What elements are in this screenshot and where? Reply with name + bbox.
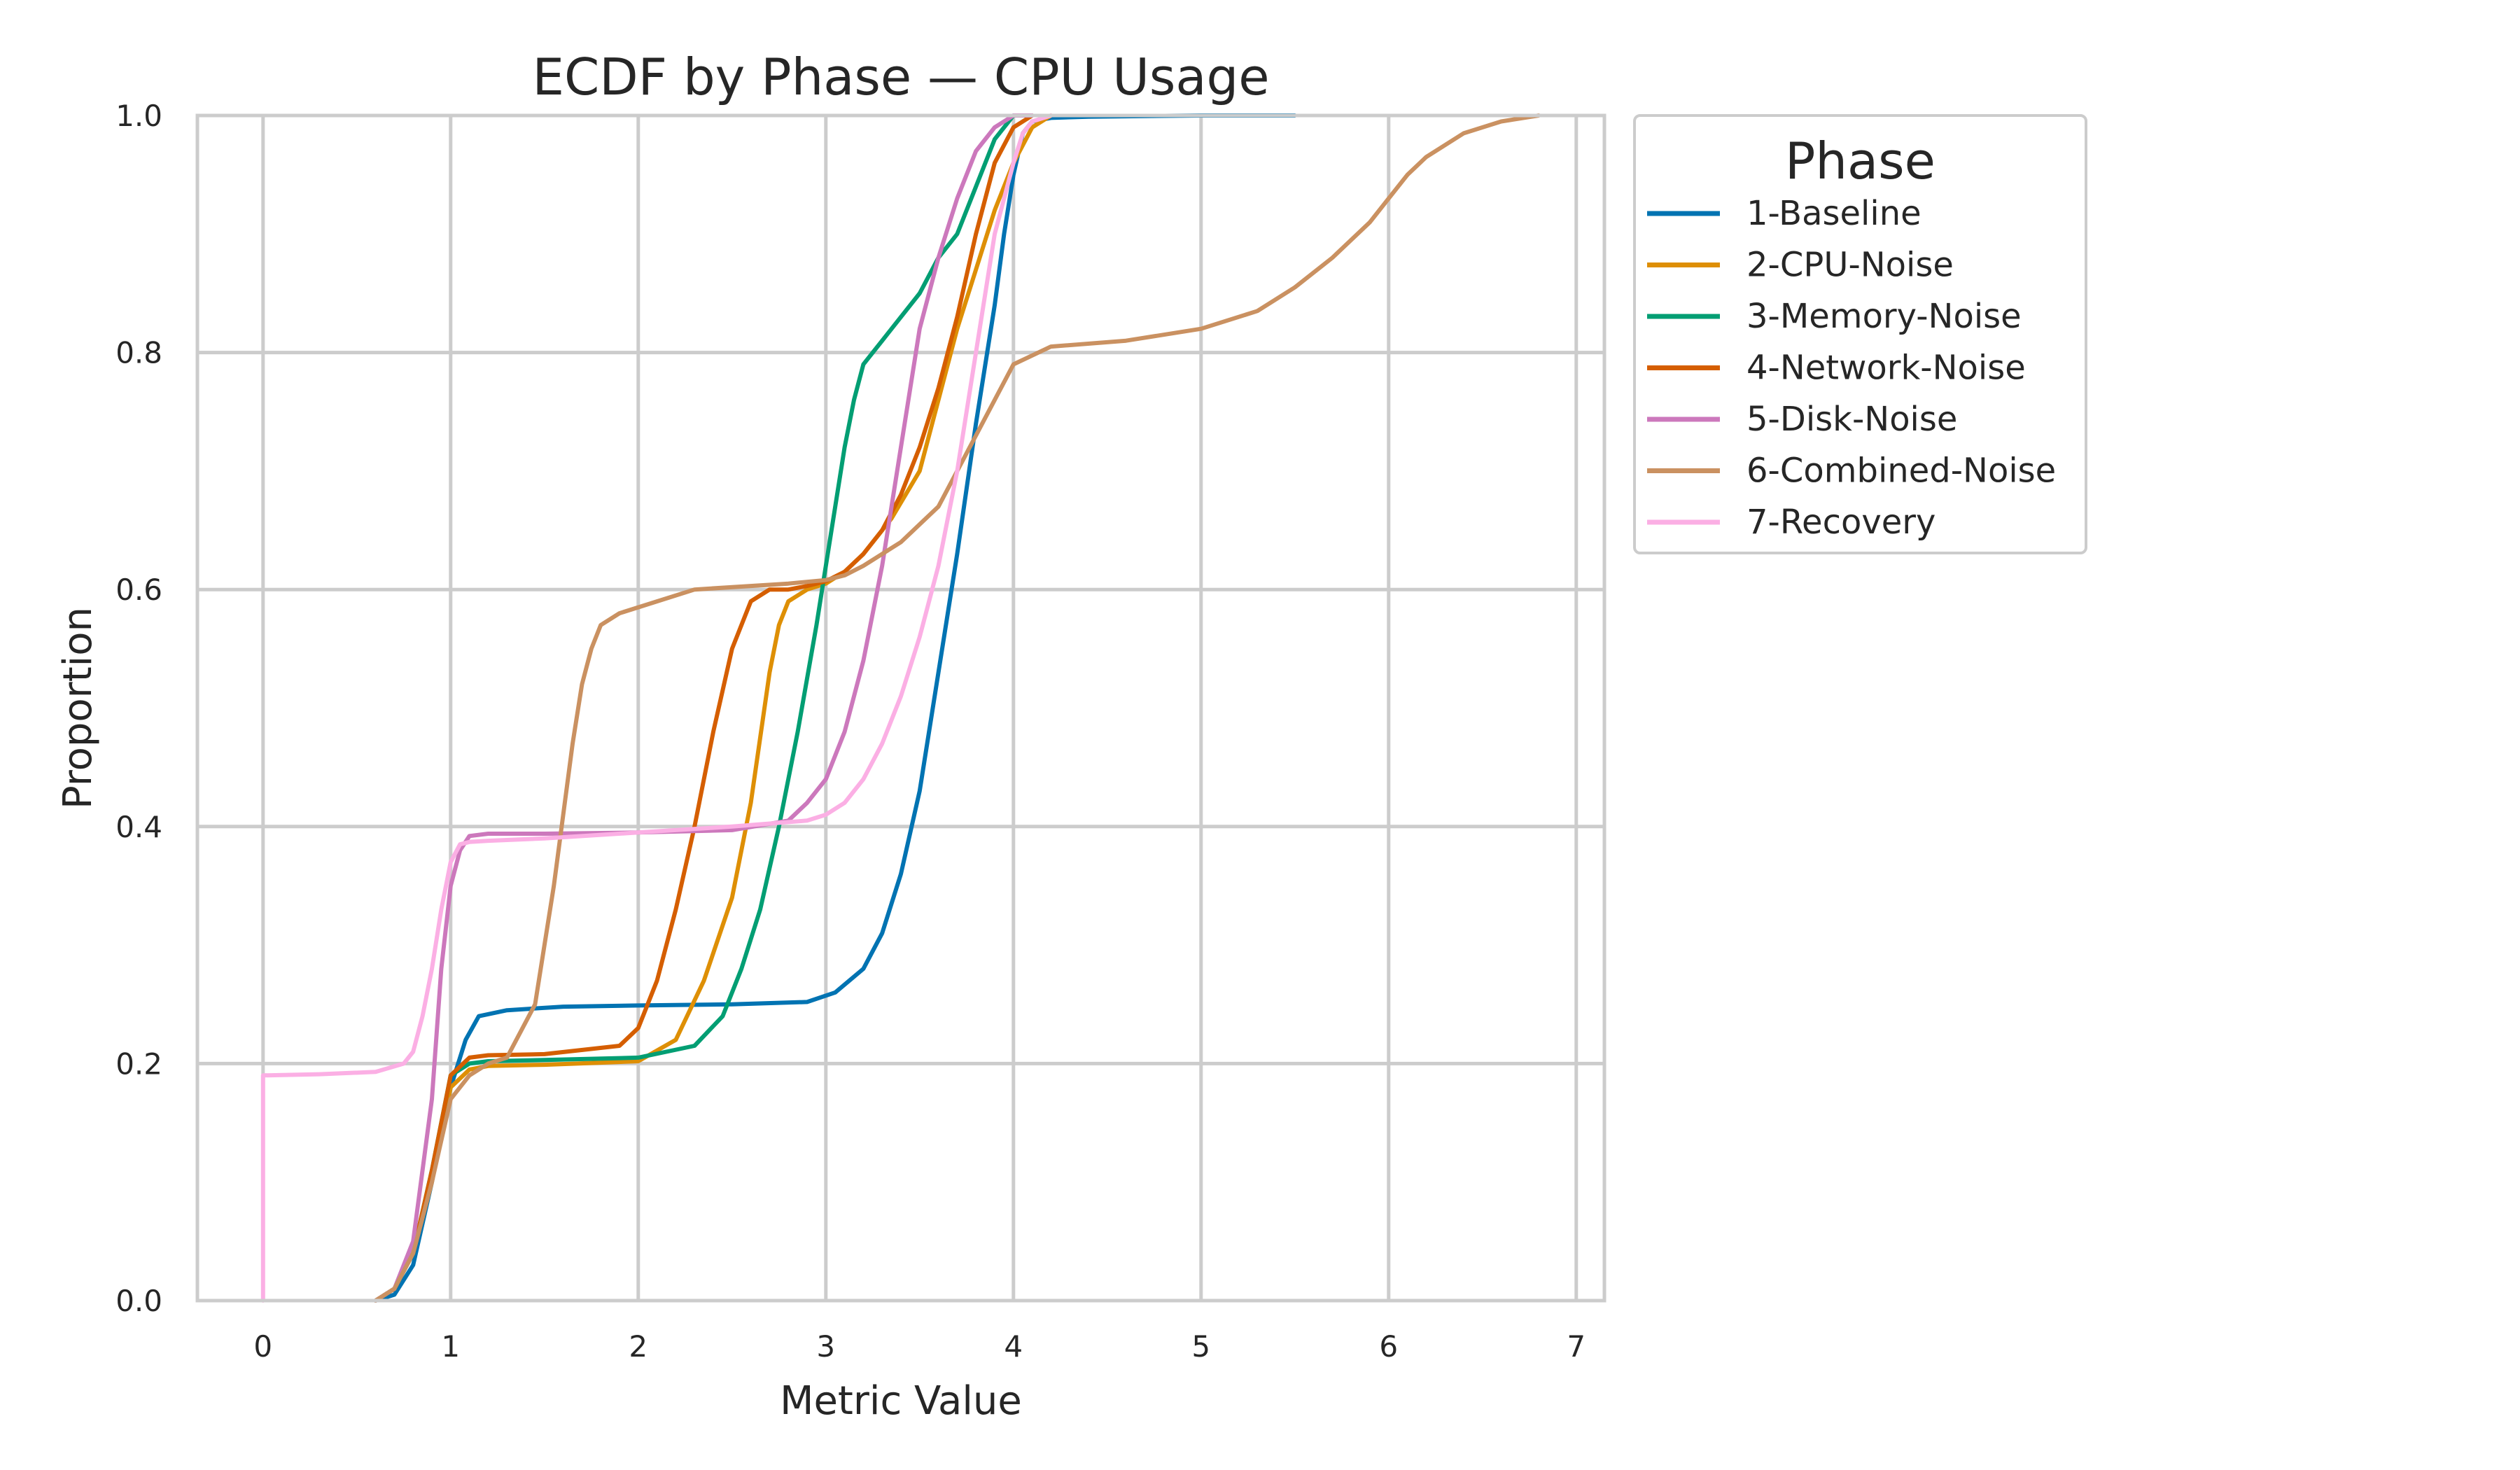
y-tick-label: 0.6: [115, 573, 162, 607]
x-tick-label: 7: [1567, 1329, 1586, 1364]
legend-label: 5-Disk-Noise: [1746, 400, 1957, 439]
plot-frame: [195, 113, 1606, 1303]
x-tick-label: 4: [1004, 1329, 1023, 1364]
legend-title: Phase: [1785, 132, 1935, 190]
series-line-1: [373, 113, 1297, 1303]
legend-label: 3-Memory-Noise: [1746, 297, 2022, 336]
x-axis-label: Metric Value: [780, 1378, 1022, 1424]
y-tick-label: 0.8: [115, 336, 162, 370]
legend-box: [1633, 114, 2087, 554]
legend-label: 6-Combined-Noise: [1746, 451, 2056, 491]
y-tick-label: 0.2: [115, 1046, 162, 1081]
y-tick-label: 0.0: [115, 1284, 162, 1318]
series-layer: [260, 113, 1541, 1303]
series-line-4: [373, 113, 1035, 1303]
legend-label: 4-Network-Noise: [1746, 349, 2026, 388]
x-tick-label: 2: [629, 1329, 648, 1364]
x-tick-label: 1: [441, 1329, 460, 1364]
series-line-6: [373, 113, 1541, 1303]
x-tick-label: 5: [1191, 1329, 1210, 1364]
legend-label: 1-Baseline: [1746, 194, 1921, 233]
x-tick-label: 6: [1379, 1329, 1398, 1364]
legend-items: 1-Baseline 2-CPU-Noise 3-Memory-Noise 4-Net…: [1647, 194, 2056, 542]
legend: Phase 1-Baseline 2-CPU-Noise 3-Memory-Nois…: [1633, 114, 2087, 554]
y-tick-label: 1.0: [115, 99, 162, 133]
series-line-2: [373, 113, 1054, 1303]
series-line-3: [373, 113, 1016, 1303]
tick-layer: 0 1 2 3 4 5 6 7 0.0 0.2 0.4 0.6 0.8 1.0: [115, 99, 1586, 1364]
grid-layer: [197, 113, 1604, 1303]
series-line-5: [373, 113, 1035, 1303]
series-line-7: [260, 113, 1054, 1303]
legend-label: 2-CPU-Noise: [1746, 246, 1954, 285]
y-axis-label: Proportion: [55, 607, 101, 809]
legend-label: 7-Recovery: [1746, 503, 1935, 542]
x-tick-label: 3: [816, 1329, 835, 1364]
y-tick-label: 0.4: [115, 810, 162, 844]
x-tick-label: 0: [253, 1329, 272, 1364]
chart-title: ECDF by Phase — CPU Usage: [532, 48, 1269, 106]
